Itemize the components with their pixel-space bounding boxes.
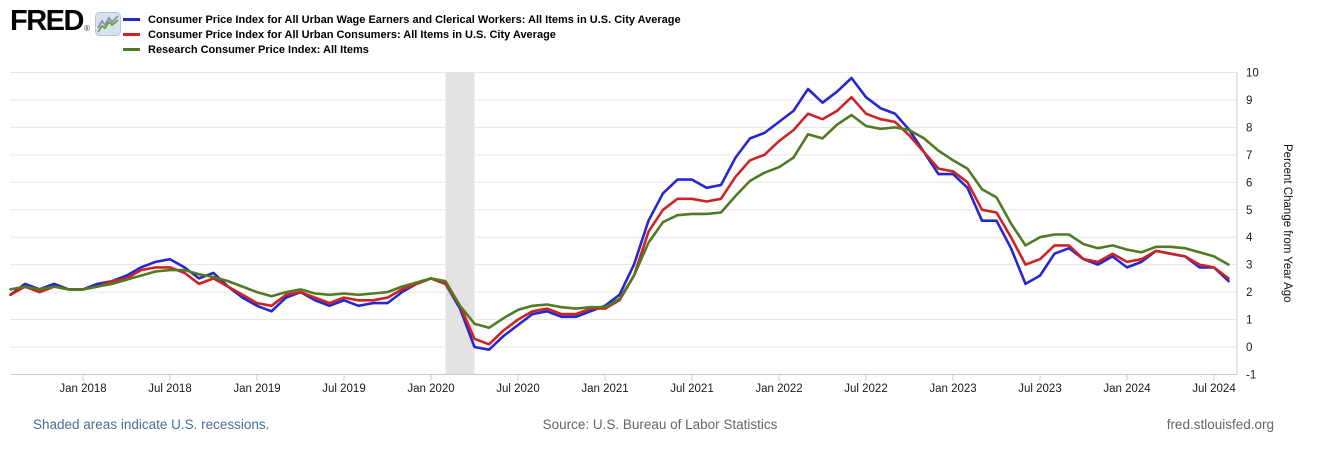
legend: Consumer Price Index for All Urban Wage … — [123, 12, 681, 57]
y-tick-label: 8 — [1246, 122, 1252, 134]
y-tick-label: 3 — [1246, 260, 1252, 272]
legend-label: Research Consumer Price Index: All Items — [148, 43, 369, 56]
recession-band — [445, 72, 475, 375]
x-tick-label: Jul 2021 — [670, 383, 713, 395]
mini-line-chart-icon — [94, 12, 121, 41]
y-tick-label: 9 — [1246, 95, 1252, 107]
y-tick-label: 4 — [1246, 232, 1253, 244]
y-tick-label: 10 — [1246, 68, 1259, 80]
x-tick-label: Jul 2024 — [1192, 383, 1236, 395]
x-tick-label: Jul 2023 — [1018, 383, 1061, 395]
y-tick-label: 7 — [1246, 150, 1252, 162]
legend-item: Consumer Price Index for All Urban Wage … — [123, 12, 681, 27]
legend-line-swatch-blue — [123, 18, 140, 21]
fred-logo[interactable]: FRED ® — [10, 6, 121, 41]
fred-site-link[interactable]: fred.stlouisfed.org — [1166, 417, 1274, 432]
legend-line-swatch-green — [123, 48, 140, 51]
legend-label: Consumer Price Index for All Urban Wage … — [148, 13, 681, 26]
cpi-u-line — [9, 95, 1230, 346]
y-tick-label: 0 — [1246, 342, 1252, 354]
footer: Shaded areas indicate U.S. recessions. S… — [0, 417, 1320, 439]
x-tick-label: Jul 2020 — [496, 383, 539, 395]
x-tick-label: Jan 2018 — [59, 383, 106, 395]
x-tick-label: Jan 2019 — [233, 383, 280, 395]
x-tick-label: Jan 2024 — [1103, 383, 1151, 395]
x-tick-label: Jan 2021 — [581, 383, 628, 395]
y-axis-title: Percent Change from Year Ago — [1281, 144, 1293, 303]
y-tick-label: 1 — [1246, 315, 1252, 327]
legend-item: Consumer Price Index for All Urban Consu… — [123, 27, 681, 42]
y-tick-label: 6 — [1246, 177, 1252, 189]
recession-note-link[interactable]: Shaded areas indicate U.S. recessions. — [33, 417, 270, 432]
fred-logo-text: FRED — [10, 5, 84, 37]
y-tick-label: 2 — [1246, 287, 1252, 299]
x-tick-label: Jan 2020 — [407, 383, 454, 395]
x-tick-label: Jan 2023 — [929, 383, 976, 395]
source-text: Source: U.S. Bureau of Labor Statistics — [542, 417, 778, 432]
legend-label: Consumer Price Index for All Urban Consu… — [148, 28, 556, 41]
x-tick-label: Jan 2022 — [755, 383, 802, 395]
x-tick-label: Jul 2022 — [844, 383, 887, 395]
research-cpi-line — [9, 113, 1230, 330]
legend-line-swatch-red — [123, 33, 140, 36]
y-tick-label: -1 — [1246, 369, 1256, 381]
y-tick-label: 5 — [1246, 205, 1252, 217]
cpi-w-line — [9, 76, 1230, 352]
registered-trademark: ® — [83, 24, 90, 33]
x-tick-label: Jul 2018 — [148, 383, 191, 395]
x-tick-label: Jul 2019 — [322, 383, 365, 395]
legend-item: Research Consumer Price Index: All Items — [123, 42, 681, 57]
